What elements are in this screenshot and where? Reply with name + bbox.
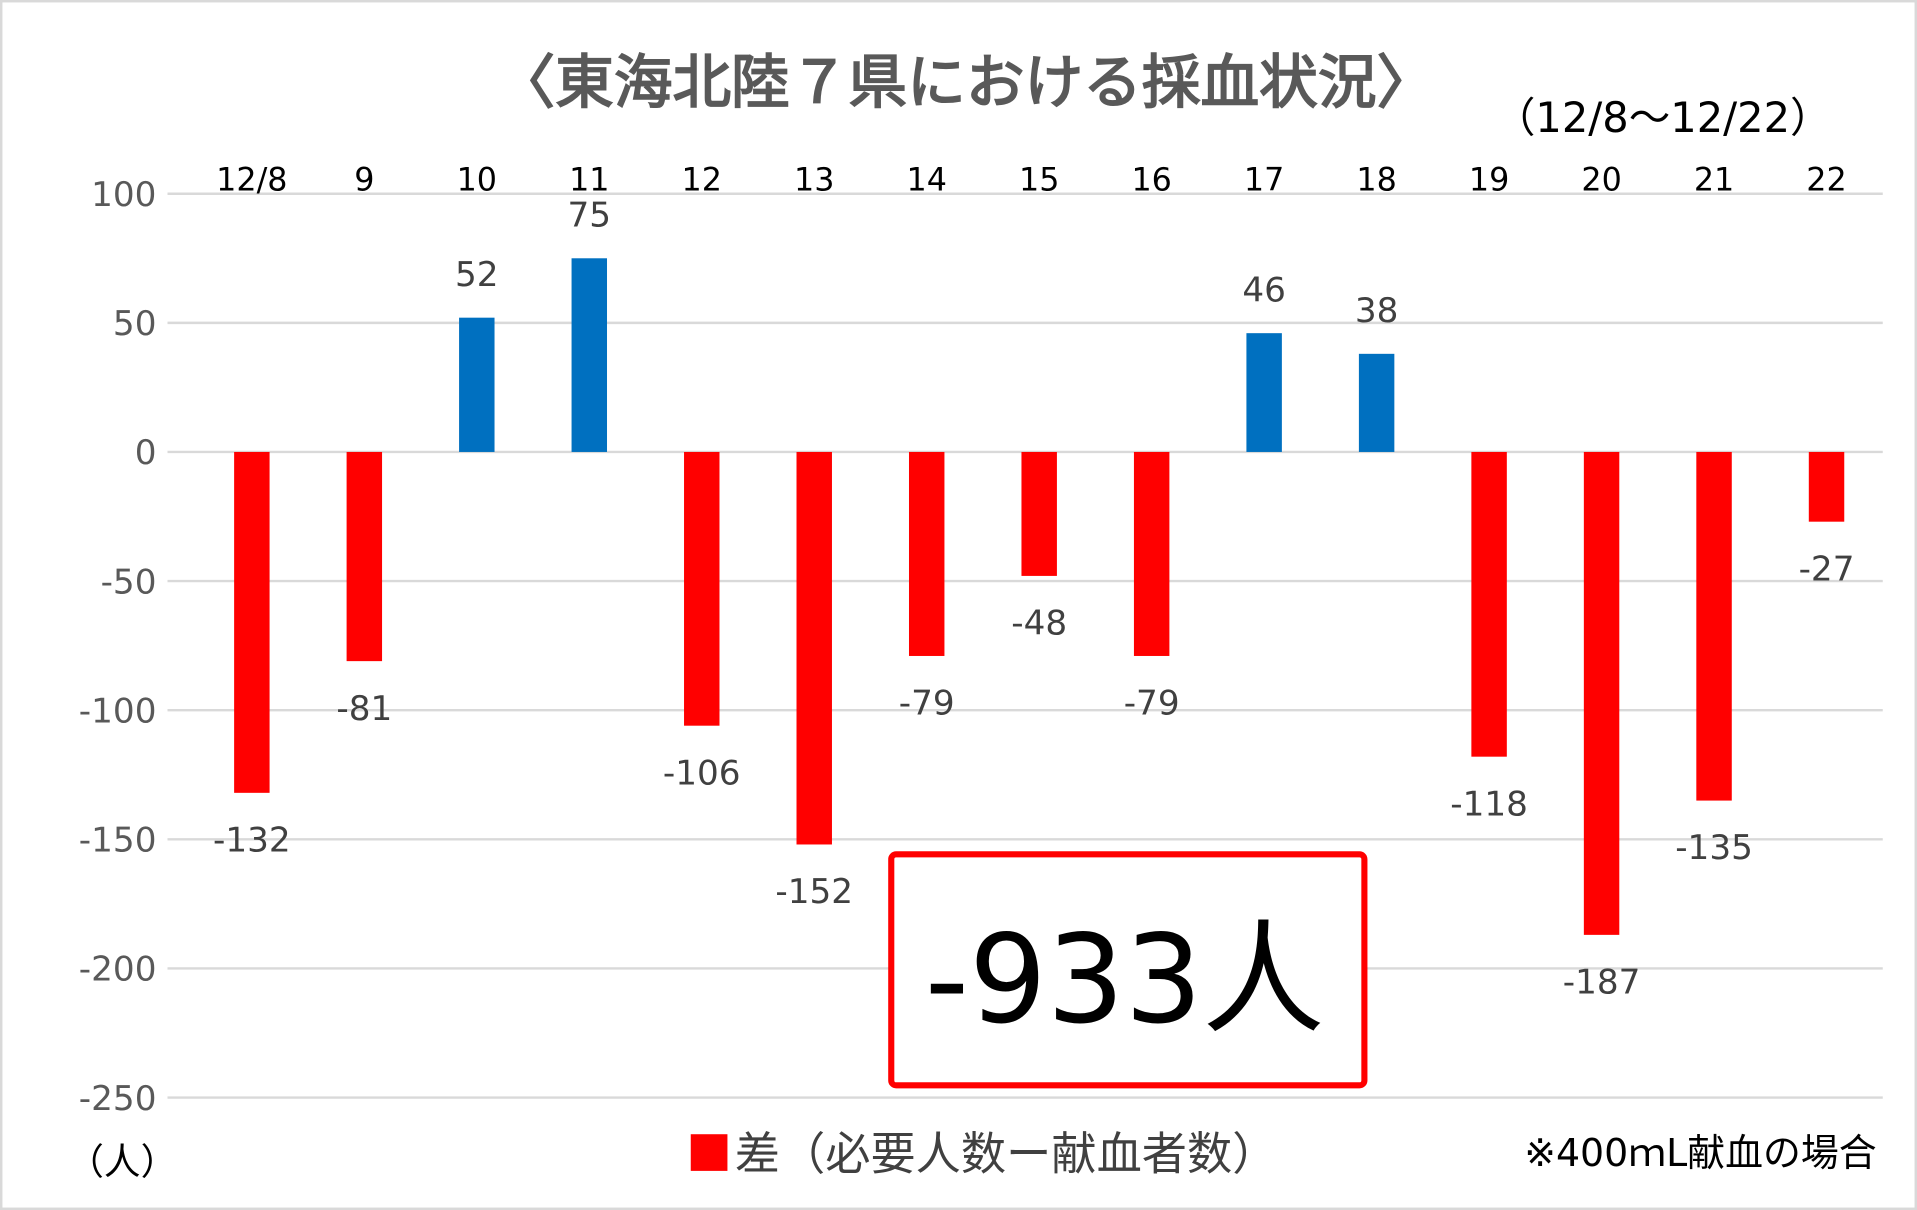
footnote: ※400ｍL献血の場合 (1524, 1131, 1876, 1175)
data-label: -81 (336, 689, 392, 729)
bar (1133, 451, 1170, 656)
bar (1583, 451, 1620, 935)
bar (1246, 333, 1282, 452)
bar (1471, 451, 1507, 757)
x-tick-label: 14 (906, 163, 946, 199)
data-label: 75 (568, 196, 612, 236)
y-tick-label: -50 (101, 562, 157, 602)
y-axis-tick-labels: 100 50 0 -50 -100 -150 -200 -250 (79, 175, 157, 1119)
y-tick-label: -150 (79, 821, 157, 861)
data-labels: -132 -81 52 75 -106 -152 -79 -48 -79 46 38 -118 -187… (213, 196, 1854, 1003)
data-label: -79 (899, 684, 955, 724)
x-tick-label: 22 (1806, 163, 1846, 199)
bar (684, 451, 720, 726)
y-tick-label: 100 (91, 175, 156, 215)
bar (908, 451, 945, 656)
bar (346, 451, 383, 662)
data-label: -79 (1124, 684, 1180, 724)
x-tick-label: 21 (1694, 163, 1734, 199)
bar (234, 451, 270, 793)
x-tick-label: 17 (1244, 163, 1284, 199)
x-tick-label: 20 (1581, 163, 1621, 199)
chart-subtitle: （12/8～12/22） (1494, 93, 1832, 142)
bar (1021, 451, 1057, 576)
chart-title: 〈東海北陸７県における採血状況〉 (497, 49, 1436, 117)
x-tick-label: 10 (457, 163, 497, 199)
data-label: -135 (1675, 828, 1753, 868)
data-label: -132 (213, 821, 291, 861)
x-tick-label: 15 (1019, 163, 1059, 199)
bar (1696, 451, 1732, 801)
data-label: 46 (1242, 270, 1286, 310)
data-label: -118 (1450, 784, 1528, 824)
data-label: -106 (663, 753, 741, 793)
y-tick-label: -200 (79, 950, 157, 990)
bar (459, 317, 495, 452)
x-tick-label: 16 (1131, 163, 1171, 199)
legend-label: 差（必要人数ー献血者数） (735, 1128, 1278, 1181)
data-label: 52 (455, 255, 499, 295)
y-tick-label: 0 (135, 433, 157, 473)
bar (796, 451, 832, 845)
x-tick-label: 13 (794, 163, 834, 199)
data-label: -27 (1799, 549, 1855, 589)
x-tick-label: 12/8 (216, 163, 287, 199)
data-label: -48 (1011, 604, 1067, 644)
x-tick-label: 18 (1356, 163, 1396, 199)
y-tick-label: 50 (113, 304, 157, 344)
bar-series (234, 258, 1845, 935)
legend-swatch (690, 1134, 728, 1171)
x-tick-label: 11 (569, 163, 609, 199)
total-annotation-box (888, 851, 1368, 1089)
data-label: -152 (775, 872, 853, 912)
x-tick-label: 12 (682, 163, 722, 199)
y-tick-label: -250 (79, 1079, 157, 1119)
legend: 差（必要人数ー献血者数） (690, 1128, 1278, 1181)
bar (571, 258, 608, 452)
bar (1358, 353, 1395, 452)
x-tick-label: 9 (354, 163, 374, 199)
bar (1808, 451, 1845, 522)
x-tick-label: 19 (1469, 163, 1509, 199)
data-label: -187 (1563, 963, 1641, 1003)
total-annotation: -933人 (888, 851, 1368, 1089)
y-tick-label: -100 (79, 691, 157, 731)
total-annotation-text: -933人 (925, 909, 1325, 1051)
data-label: 38 (1355, 291, 1399, 331)
y-unit-label: （人） (67, 1141, 177, 1184)
x-axis-tick-labels: 12/8 9 10 11 12 13 14 15 16 17 18 19 20 21 22 (216, 163, 1847, 199)
